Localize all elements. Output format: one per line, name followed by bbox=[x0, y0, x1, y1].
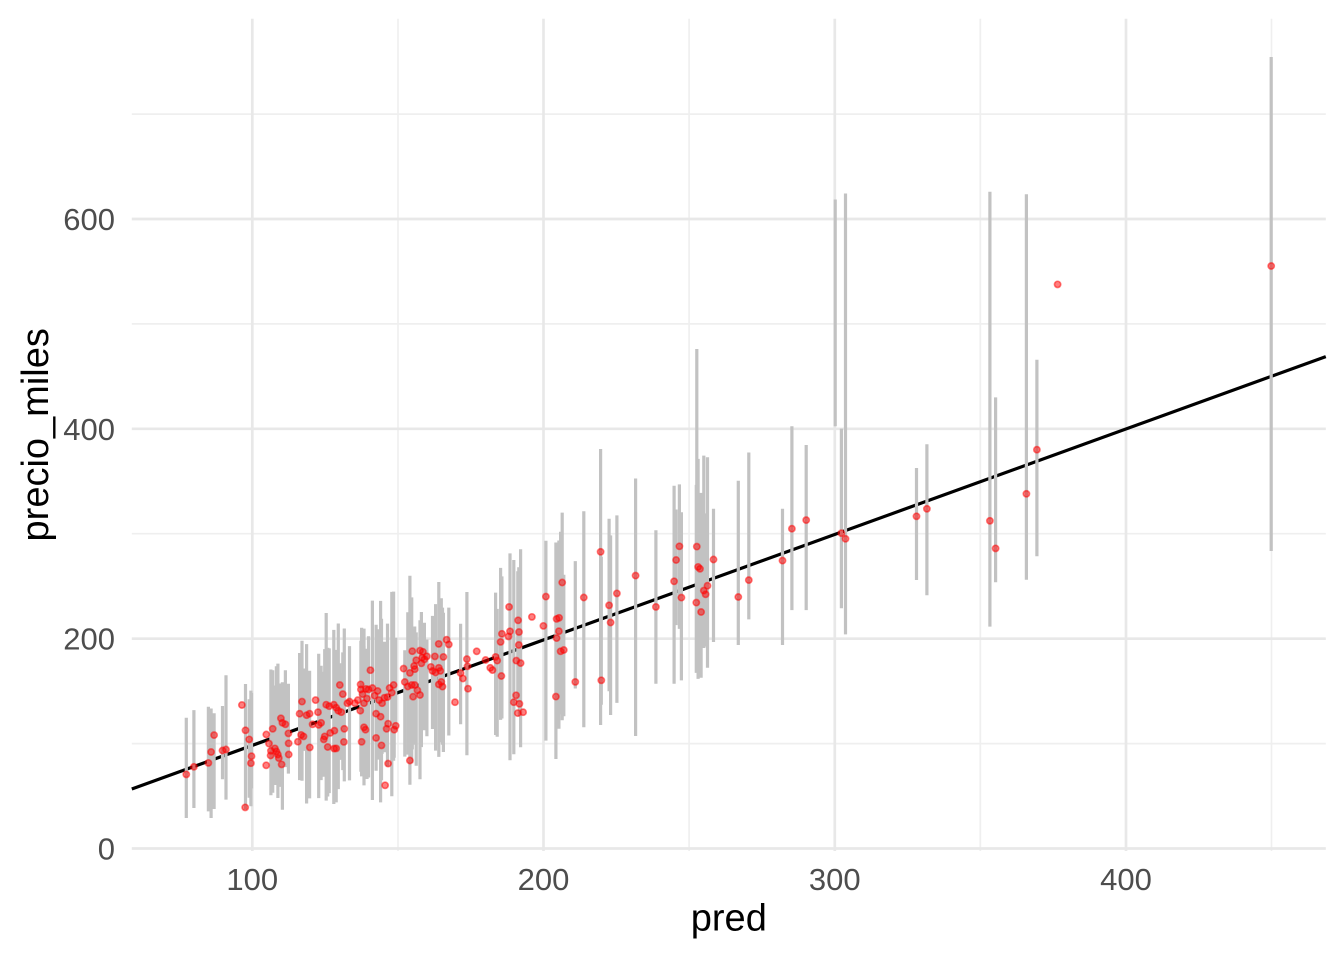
svg-text:pred: pred bbox=[691, 898, 767, 940]
svg-text:300: 300 bbox=[809, 862, 861, 897]
svg-text:precio_miles: precio_miles bbox=[15, 328, 57, 541]
svg-text:200: 200 bbox=[63, 622, 115, 657]
svg-text:600: 600 bbox=[63, 202, 115, 237]
svg-text:400: 400 bbox=[1100, 862, 1152, 897]
svg-text:0: 0 bbox=[98, 832, 115, 867]
svg-text:100: 100 bbox=[226, 862, 278, 897]
svg-text:200: 200 bbox=[518, 862, 570, 897]
svg-text:400: 400 bbox=[63, 412, 115, 447]
